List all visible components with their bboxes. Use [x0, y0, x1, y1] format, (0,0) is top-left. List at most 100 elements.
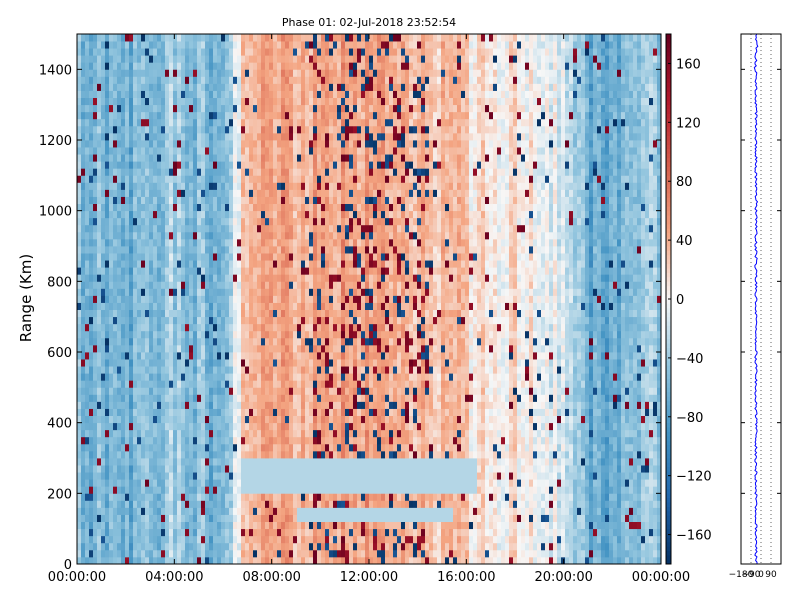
heatmap-cell — [153, 125, 158, 134]
heatmap-cell — [185, 479, 190, 487]
heatmap-cell — [201, 337, 206, 346]
heatmap-cell — [189, 90, 194, 98]
heatmap-cell — [185, 217, 190, 226]
heatmap-cell — [257, 231, 262, 240]
heatmap-cell — [317, 380, 322, 388]
heatmap-cell — [241, 415, 246, 424]
heatmap-cell — [201, 514, 206, 522]
heatmap-cell — [189, 387, 194, 395]
heatmap-cell — [173, 486, 178, 494]
heatmap-cell — [145, 48, 150, 56]
heatmap-cell — [117, 323, 122, 332]
heatmap-cell — [257, 458, 262, 466]
heatmap-cell — [137, 288, 142, 296]
heatmap-cell — [325, 196, 330, 204]
heatmap-cell — [97, 281, 102, 289]
heatmap-cell — [145, 486, 150, 494]
heatmap-cell — [337, 210, 342, 219]
heatmap-cell — [177, 132, 182, 141]
heatmap-cell — [93, 429, 98, 438]
heatmap-cell — [281, 415, 286, 424]
heatmap-cell — [165, 288, 170, 296]
heatmap-cell — [273, 408, 278, 416]
heatmap-cell — [289, 140, 294, 148]
heatmap-cell — [117, 147, 122, 155]
heatmap-cell — [213, 161, 218, 169]
heatmap-cell — [77, 231, 82, 240]
heatmap-cell — [121, 182, 126, 190]
heatmap-cell — [93, 182, 98, 190]
heatmap-cell — [289, 238, 294, 247]
heatmap-cell — [213, 182, 218, 190]
heatmap-cell — [297, 295, 302, 303]
heatmap-cell — [133, 458, 138, 466]
heatmap-cell — [101, 182, 106, 190]
heatmap-cell — [157, 118, 162, 127]
heatmap-cell — [337, 337, 342, 346]
heatmap-cell — [97, 535, 102, 544]
heatmap-cell — [129, 330, 134, 339]
heatmap-cell — [273, 48, 278, 56]
heatmap-cell — [325, 90, 330, 98]
heatmap-cell — [321, 408, 326, 416]
heatmap-cell — [297, 443, 302, 452]
heatmap-cell — [101, 443, 106, 452]
heatmap-cell — [113, 295, 118, 303]
heatmap-cell — [121, 253, 126, 261]
heatmap-cell — [121, 140, 126, 148]
heatmap-cell — [209, 267, 214, 275]
heatmap-cell — [117, 344, 122, 353]
heatmap-cell — [277, 203, 282, 212]
heatmap-cell — [313, 387, 318, 395]
heatmap-cell — [189, 514, 194, 522]
heatmap-cell — [221, 154, 226, 162]
heatmap-cell — [77, 274, 82, 282]
heatmap-cell — [93, 323, 98, 332]
heatmap-cell — [253, 450, 258, 459]
heatmap-cell — [109, 238, 114, 247]
heatmap-cell — [285, 182, 290, 190]
heatmap-cell — [225, 203, 230, 212]
heatmap-cell — [137, 450, 142, 459]
heatmap-cell — [325, 542, 330, 551]
heatmap-cell — [201, 309, 206, 318]
heatmap-cell — [321, 535, 326, 544]
heatmap-cell — [261, 175, 266, 183]
heatmap-cell — [105, 260, 110, 268]
heatmap-cell — [217, 295, 222, 303]
heatmap-cell — [201, 330, 206, 339]
heatmap-cell — [177, 359, 182, 367]
heatmap-cell — [289, 203, 294, 212]
heatmap-cell — [89, 542, 94, 551]
heatmap-cell — [253, 387, 258, 395]
heatmap-cell — [161, 161, 166, 169]
heatmap-cell — [209, 140, 214, 148]
heatmap-cell — [253, 41, 258, 49]
heatmap-cell — [229, 182, 234, 190]
heatmap-cell — [137, 408, 142, 416]
heatmap-cell — [277, 41, 282, 49]
heatmap-cell — [157, 62, 162, 70]
heatmap-cell — [237, 97, 242, 106]
heatmap-cell — [81, 309, 86, 318]
heatmap-cell — [325, 549, 330, 558]
heatmap-cell — [261, 323, 266, 332]
heatmap-cell — [217, 189, 222, 197]
heatmap-cell — [121, 55, 126, 63]
heatmap-cell — [253, 465, 258, 473]
heatmap-cell — [237, 542, 242, 551]
heatmap-cell — [277, 366, 282, 374]
heatmap-cell — [153, 373, 158, 381]
heatmap-cell — [249, 337, 254, 346]
heatmap-cell — [125, 274, 130, 282]
heatmap-cell — [309, 288, 314, 296]
heatmap-cell — [249, 41, 254, 49]
heatmap-cell — [249, 415, 254, 424]
heatmap-cell — [181, 542, 186, 551]
heatmap-cell — [305, 111, 310, 120]
heatmap-cell — [173, 323, 178, 332]
heatmap-cell — [201, 267, 206, 275]
heatmap-cell — [313, 323, 318, 332]
heatmap-cell — [317, 125, 322, 134]
heatmap-cell — [85, 154, 90, 162]
